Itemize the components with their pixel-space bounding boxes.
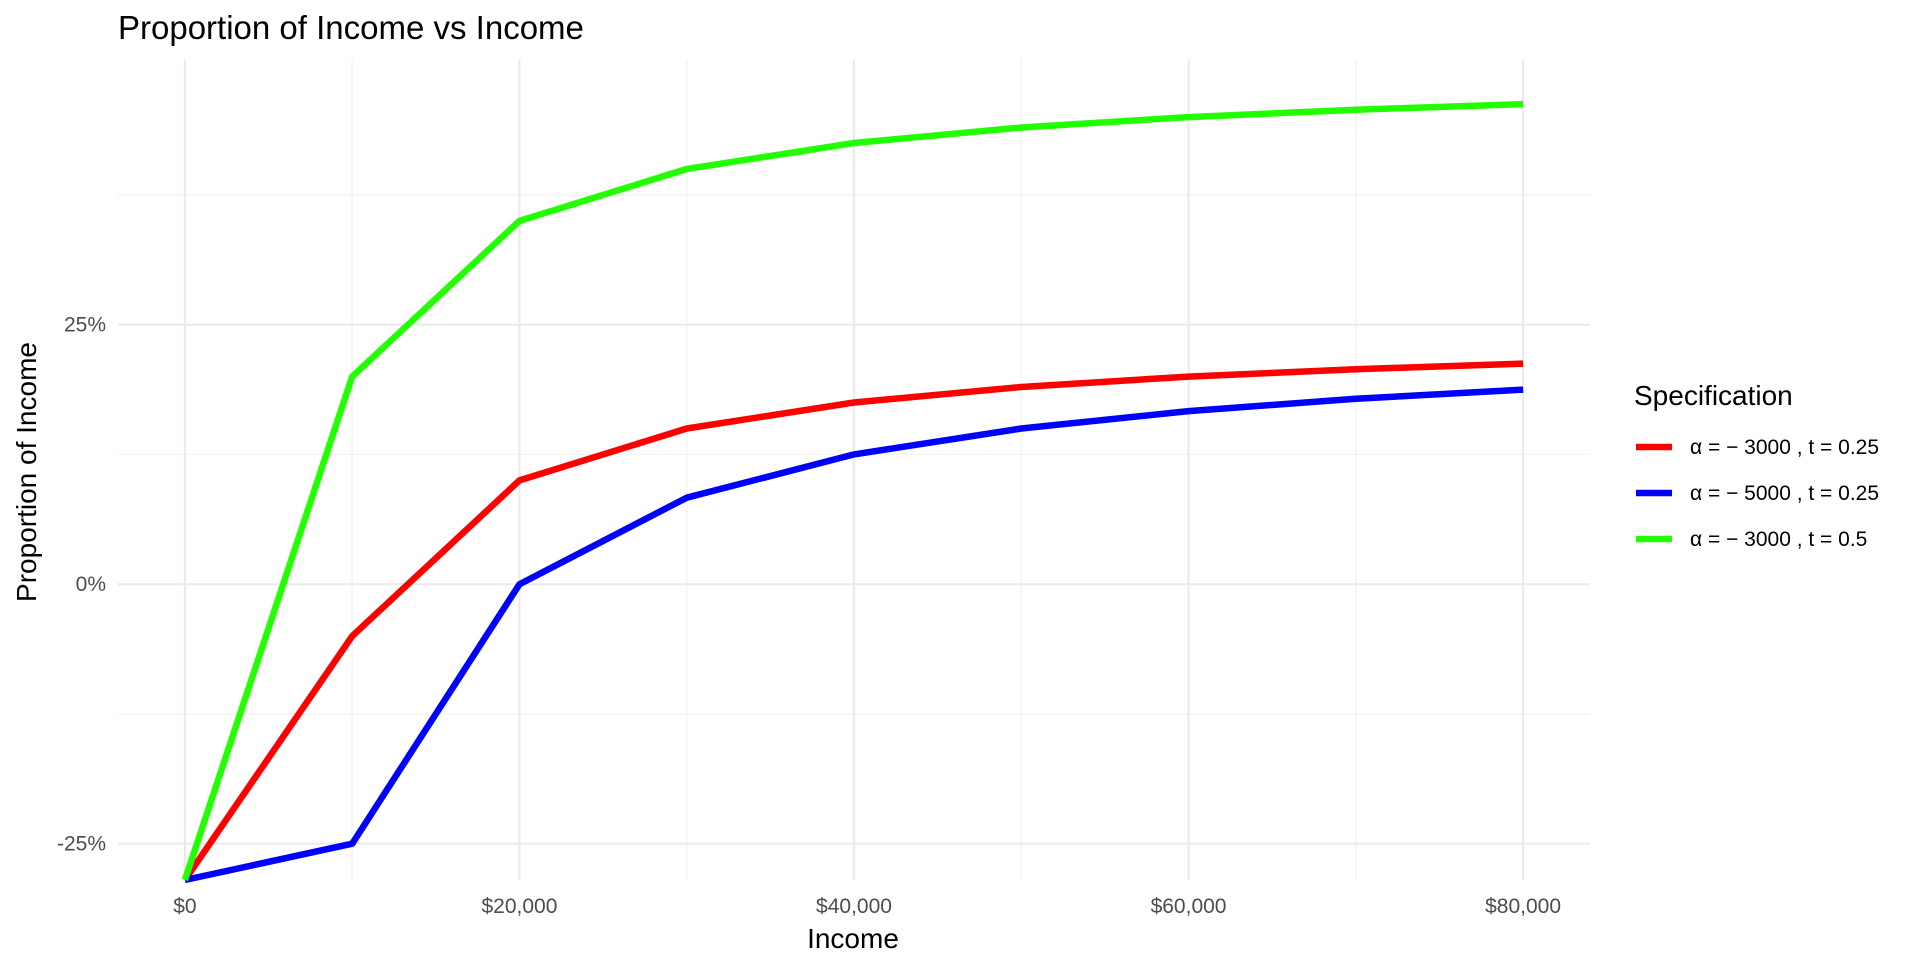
y-tick-label: -25% [57,833,106,856]
x-tick-label: $20,000 [481,895,557,918]
grid [118,60,1590,880]
series-line-1 [182,360,1524,882]
legend-label-3: α = − 3000 , t = 0.5 [1690,528,1867,551]
legend-items: α = − 3000 , t = 0.25 α = − 5000 , t = 0.… [1636,436,1879,551]
x-tick-label: $40,000 [816,895,892,918]
legend: Specification α = − 3000 , t = 0.25α = −… [1634,380,1879,551]
x-axis-ticks: $0 $20,000 $40,000 $60,000 $80,000 [173,895,1561,918]
series-line-3 [181,100,1524,882]
x-axis-title: Income [807,923,899,954]
y-tick-label: 0% [76,573,106,596]
series-lines [181,100,1524,884]
legend-label-1: α = − 3000 , t = 0.25 [1690,436,1879,459]
y-axis-ticks: -25% 0% 25% [57,314,106,856]
legend-label-2: α = − 5000 , t = 0.25 [1690,482,1879,505]
x-tick-label: $80,000 [1485,895,1561,918]
series-line-2 [184,386,1524,884]
y-tick-label: 25% [64,314,106,337]
y-axis-title: Proportion of Income [11,342,42,602]
legend-title: Specification [1634,380,1793,411]
chart-title: Proportion of Income vs Income [118,9,584,46]
x-tick-label: $60,000 [1151,895,1227,918]
x-tick-label: $0 [173,895,196,918]
